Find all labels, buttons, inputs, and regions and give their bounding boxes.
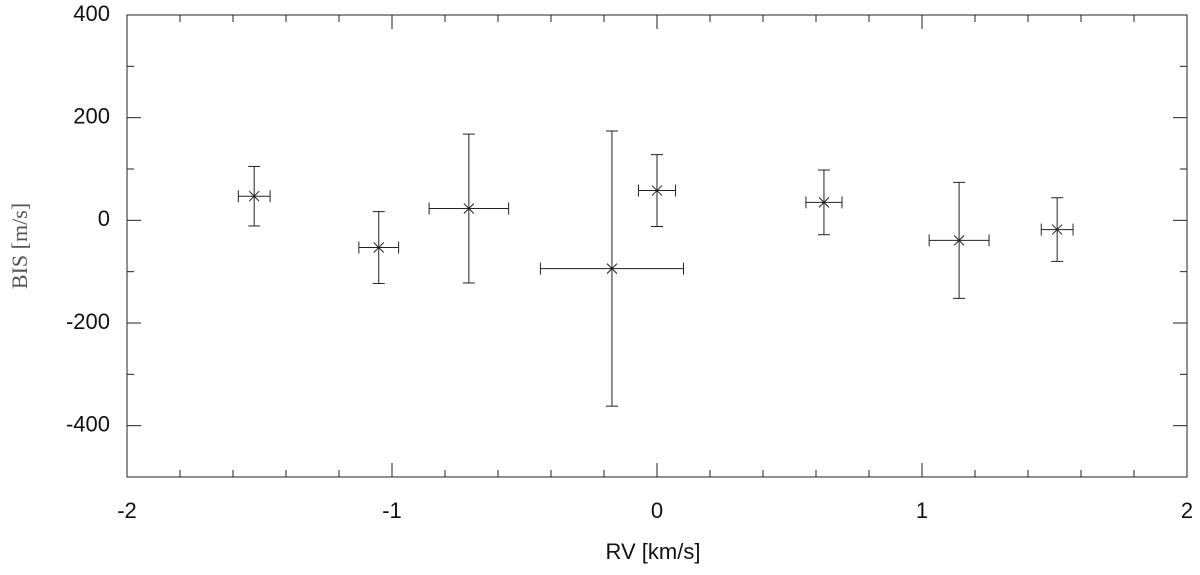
point-marker — [1051, 224, 1063, 235]
data-point — [805, 169, 843, 236]
y-tick-label: 400 — [73, 1, 110, 26]
data-point — [1040, 197, 1074, 262]
x-tick-label: -2 — [117, 498, 137, 523]
y-tick-label: 0 — [98, 206, 110, 231]
x-tick-label: 0 — [651, 498, 663, 523]
y-tick-label: -200 — [66, 309, 110, 334]
point-marker — [463, 203, 475, 214]
point-marker — [606, 263, 618, 274]
point-marker — [248, 190, 260, 202]
point-marker — [651, 185, 663, 196]
plot-frame — [126, 14, 1188, 478]
x-tick-label: 2 — [1181, 498, 1193, 523]
point-marker — [818, 197, 830, 208]
x-axis-label: RV [km/s] — [606, 539, 701, 564]
point-marker — [373, 242, 385, 253]
y-tick-label: -400 — [66, 411, 110, 436]
x-tick-label: 1 — [916, 498, 928, 523]
point-marker — [953, 234, 965, 246]
data-point — [539, 130, 684, 407]
x-tick-label: -1 — [382, 498, 402, 523]
data-point — [358, 211, 400, 284]
y-axis-label: BIS [m/s] — [7, 203, 32, 289]
y-tick-label: 200 — [73, 103, 110, 128]
data-point — [428, 133, 510, 284]
data-point — [637, 154, 677, 227]
data-point — [928, 181, 990, 299]
data-point — [237, 165, 271, 227]
